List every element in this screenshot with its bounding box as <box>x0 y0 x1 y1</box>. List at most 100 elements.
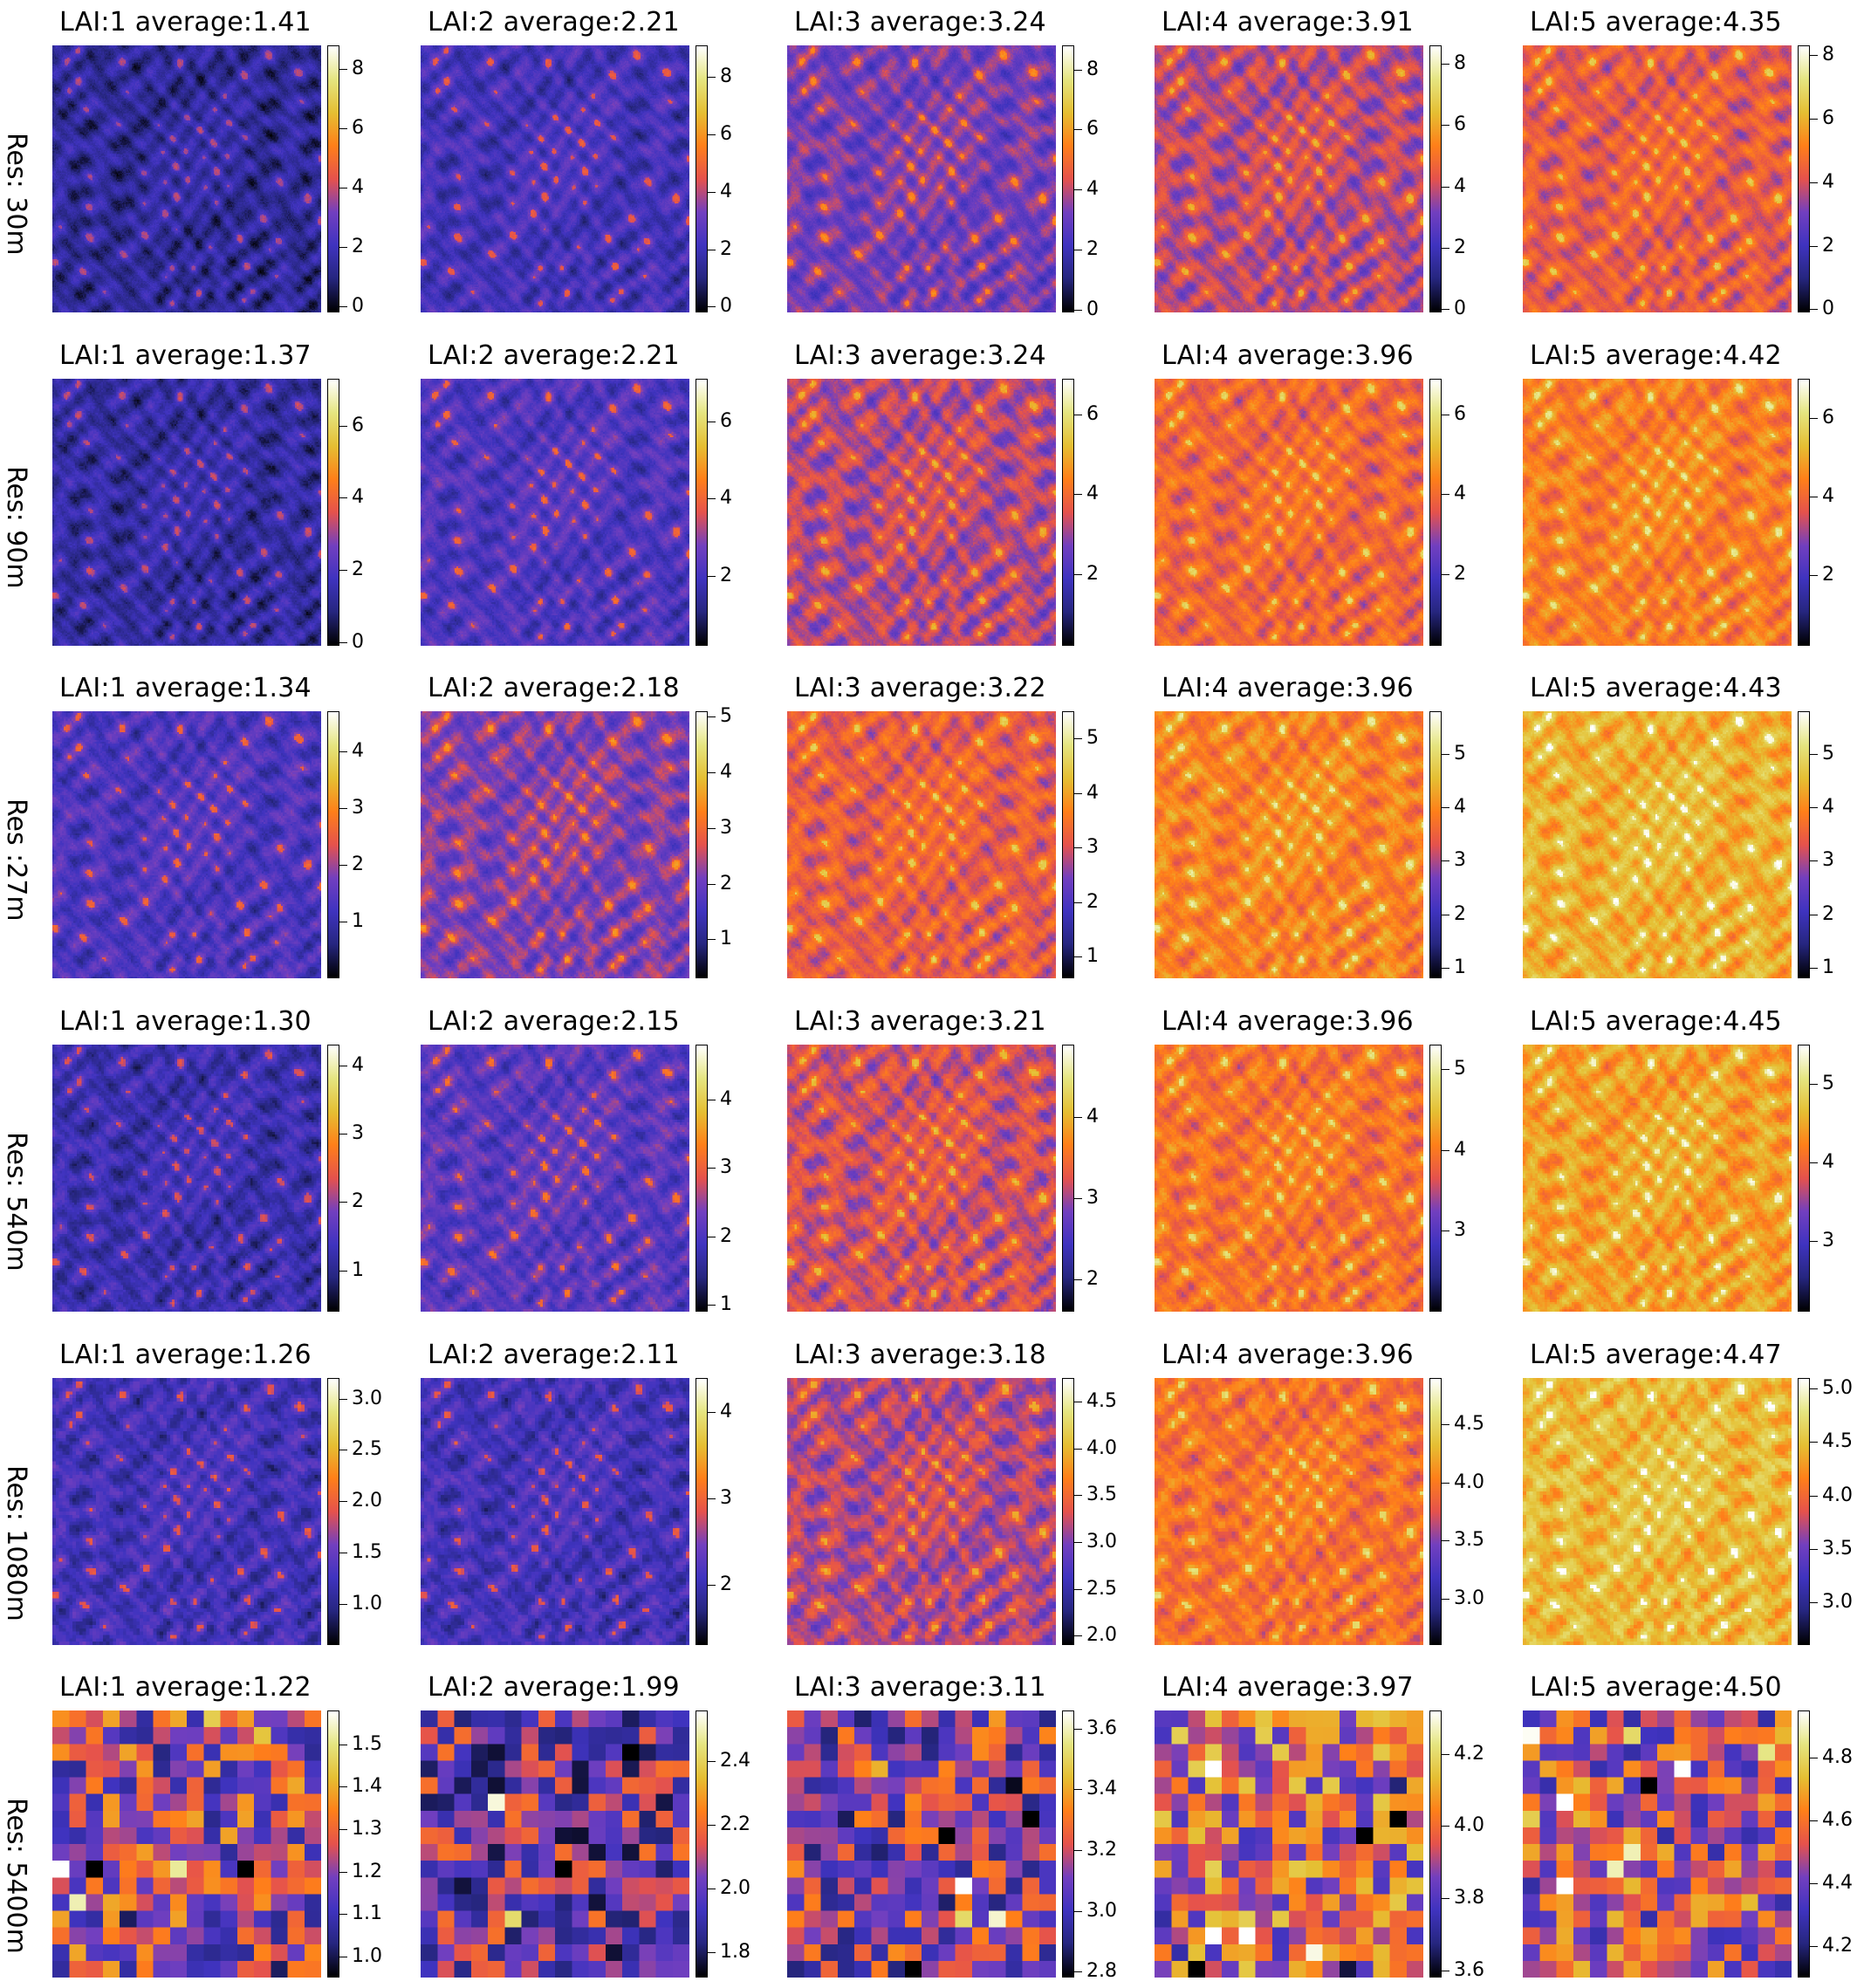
colorbar-tick <box>1442 860 1449 862</box>
row-label: Res :27m <box>1 799 31 922</box>
colorbar-tick <box>1442 807 1449 809</box>
colorbar-tick-label: 5 <box>1822 1073 1834 1094</box>
colorbar-tick <box>1074 1789 1082 1791</box>
colorbar-tick-label: 2 <box>1086 237 1099 260</box>
heatmap-image <box>52 1710 321 1978</box>
colorbar-tick <box>1810 753 1818 755</box>
colorbar-tick-label: 3.0 <box>1454 1587 1484 1609</box>
colorbar-tick-label: 4 <box>720 180 732 202</box>
heatmap-image <box>52 45 321 312</box>
colorbar-tick-label: 4.0 <box>1454 1814 1484 1837</box>
colorbar-tick <box>1442 186 1449 188</box>
heatmap-image <box>1155 379 1423 646</box>
colorbar-tick <box>1810 1883 1818 1884</box>
colorbar-tick <box>1074 1541 1082 1543</box>
colorbar <box>1798 1710 1810 1978</box>
colorbar-tick-label: 2 <box>352 853 364 875</box>
colorbar-tick <box>708 306 716 308</box>
colorbar-tick <box>1442 494 1449 496</box>
colorbar-tick <box>1810 1820 1818 1821</box>
colorbar-tick-label: 2.5 <box>352 1438 382 1461</box>
colorbar-tick-label: 2 <box>1086 890 1099 913</box>
colorbar-tick <box>1074 1495 1082 1497</box>
colorbar-tick-label: 2.0 <box>352 1490 382 1512</box>
colorbar-tick-label: 0 <box>1454 298 1466 320</box>
colorbar-tick-label: 3.0 <box>352 1387 382 1409</box>
colorbar-tick <box>1810 1602 1818 1604</box>
colorbar-tick <box>1810 1946 1818 1947</box>
colorbar-tick-label: 3 <box>1454 849 1466 872</box>
colorbar-tick-label: 2.0 <box>720 1877 750 1899</box>
row-label: Res: 540m <box>1 1132 31 1272</box>
colorbar-tick <box>1442 64 1449 65</box>
colorbar-tick-label: 3.5 <box>1454 1529 1484 1552</box>
panel-title: LAI:2 average:2.21 <box>428 340 680 371</box>
colorbar-tick <box>1074 901 1082 903</box>
colorbar-tick-label: 6 <box>720 123 732 145</box>
colorbar-tick-label: 1.5 <box>352 1541 382 1564</box>
colorbar-tick <box>1074 1849 1082 1851</box>
colorbar-tick-label: 2 <box>720 1573 732 1595</box>
colorbar-tick <box>1074 1910 1082 1912</box>
colorbar <box>327 1378 339 1645</box>
colorbar-tick <box>708 716 716 718</box>
colorbar-tick-label: 2 <box>720 872 732 895</box>
colorbar-tick <box>708 134 716 135</box>
colorbar <box>1429 45 1442 312</box>
heatmap-image <box>421 379 689 646</box>
colorbar-tick-label: 6 <box>1086 118 1099 141</box>
heatmap-image <box>421 45 689 312</box>
colorbar <box>696 1045 708 1312</box>
colorbar-tick <box>1442 248 1449 250</box>
colorbar <box>1062 1045 1074 1312</box>
colorbar-tick-label: 1.3 <box>352 1818 382 1840</box>
colorbar-tick <box>708 1761 716 1763</box>
colorbar-tick-label: 4.5 <box>1822 1430 1853 1453</box>
colorbar-tick <box>339 864 347 866</box>
colorbar-tick-label: 2 <box>720 1224 732 1247</box>
colorbar-tick-label: 5 <box>720 705 732 728</box>
colorbar-tick-label: 4 <box>720 487 732 510</box>
colorbar-tick <box>339 1270 347 1272</box>
colorbar-tick-label: 2 <box>1454 237 1466 259</box>
colorbar-tick-label: 4 <box>352 486 364 509</box>
colorbar <box>1429 1378 1442 1645</box>
colorbar <box>696 1710 708 1978</box>
colorbar-tick-label: 3 <box>1086 1187 1099 1210</box>
colorbar-tick <box>1074 309 1082 311</box>
colorbar-tick-label: 3.5 <box>1822 1537 1853 1560</box>
colorbar <box>1429 711 1442 978</box>
panel-title: LAI:2 average:2.11 <box>428 1340 680 1370</box>
colorbar-tick <box>708 1168 716 1169</box>
colorbar-tick <box>708 1305 716 1306</box>
panel-title: LAI:2 average:2.15 <box>428 1006 680 1037</box>
colorbar-tick <box>1074 1448 1082 1450</box>
heatmap-image <box>1523 1710 1792 1978</box>
colorbar-tick <box>339 807 347 809</box>
colorbar-tick <box>1074 129 1082 131</box>
colorbar-tick-label: 3 <box>720 816 732 839</box>
colorbar-tick-label: 0 <box>352 295 364 318</box>
colorbar-tick <box>339 1202 347 1203</box>
colorbar-tick-label: 6 <box>352 117 364 140</box>
colorbar-tick-label: 1 <box>352 1258 364 1281</box>
colorbar-tick-label: 4 <box>1086 178 1099 201</box>
colorbar-tick-label: 4 <box>1086 483 1099 505</box>
colorbar-tick-label: 4 <box>1822 485 1834 507</box>
colorbar-tick-label: 4 <box>1454 796 1466 819</box>
colorbar-tick <box>1074 69 1082 71</box>
colorbar-tick <box>1442 753 1449 755</box>
colorbar-tick <box>708 191 716 193</box>
colorbar-tick-label: 2 <box>1822 234 1834 257</box>
colorbar-tick-label: 2 <box>1454 902 1466 925</box>
colorbar-tick <box>1442 1753 1449 1755</box>
colorbar-tick-label: 3.0 <box>1086 1899 1117 1922</box>
colorbar <box>696 379 708 646</box>
heatmap-image <box>52 1378 321 1645</box>
colorbar-tick <box>1442 1540 1449 1542</box>
heatmap-image <box>52 1045 321 1312</box>
colorbar-tick-label: 1.4 <box>352 1775 382 1798</box>
colorbar-tick <box>1074 792 1082 794</box>
colorbar-tick <box>1442 1068 1449 1070</box>
colorbar-tick <box>1810 967 1818 969</box>
